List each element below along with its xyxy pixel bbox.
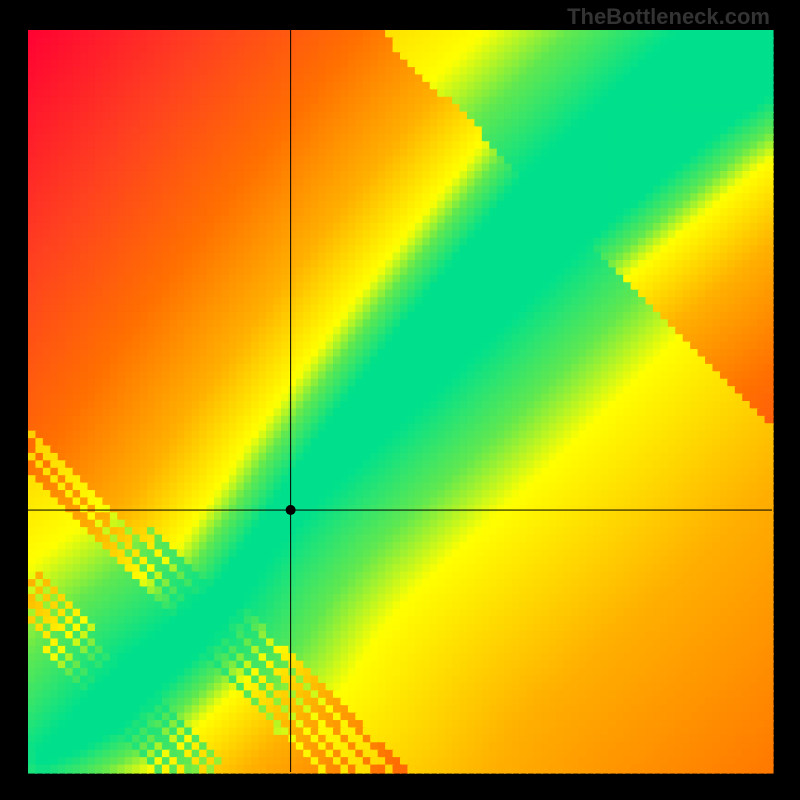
bottleneck-heatmap [0, 0, 800, 800]
watermark-text: TheBottleneck.com [567, 4, 770, 30]
chart-container: TheBottleneck.com [0, 0, 800, 800]
